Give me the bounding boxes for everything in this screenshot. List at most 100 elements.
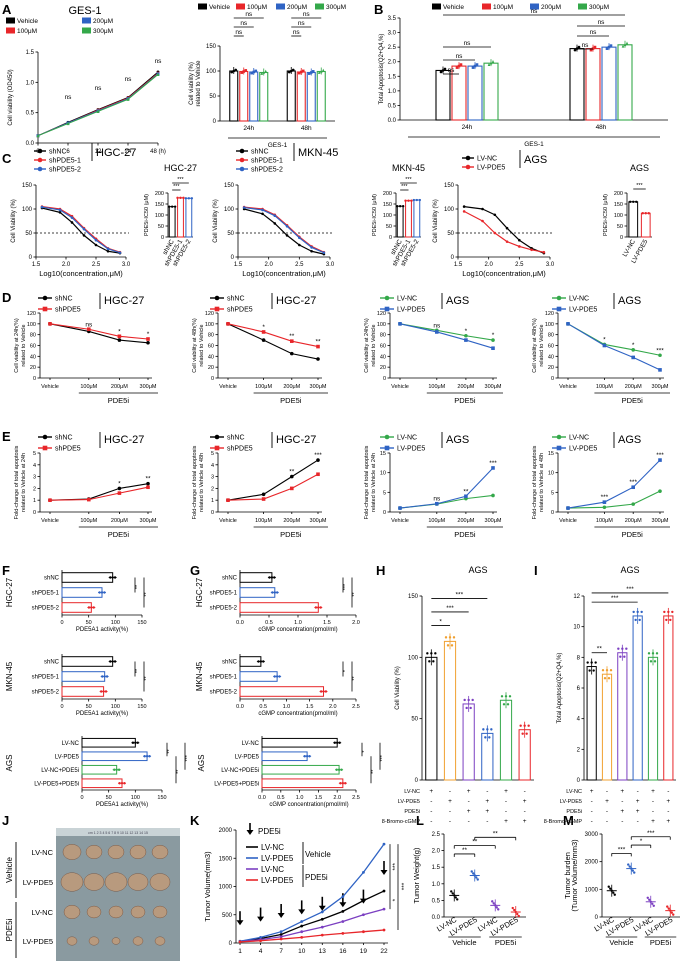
data-point — [320, 933, 324, 937]
data-point — [502, 703, 506, 706]
category-label: shNC — [44, 576, 60, 582]
x-tick-label: 300μM — [652, 518, 669, 524]
group-label: PDE5i — [495, 938, 517, 947]
x-tick-label: 300μM — [310, 518, 327, 524]
y-axis-title: Fold-change of total apoptosis — [532, 445, 538, 519]
x-axis: 0 50 100 150 PDE5A1 activity(%) — [60, 698, 147, 717]
y-tick-label: 100 — [444, 207, 455, 213]
matrix-cell: - — [591, 808, 593, 815]
data-point — [316, 472, 320, 477]
y-tick-label: 2 — [211, 486, 214, 492]
bar — [239, 587, 279, 598]
bar — [483, 59, 499, 121]
y-axis: 0.0 0.5 1.0 1.5 2.0 2.5 3.0 3.5 Total Apoptosis(… — [379, 16, 401, 124]
y-axis: 0 50 100 150 Cell Viability (%) — [213, 183, 239, 261]
bar-rect — [61, 572, 114, 583]
x-tick-label: 0 — [60, 620, 63, 626]
bar — [259, 68, 269, 122]
series-path — [37, 73, 159, 137]
y-tick-label: 15 — [380, 451, 386, 457]
cell-line-label: HGC-27 — [5, 577, 14, 607]
data-point — [628, 865, 631, 868]
series-line-1 — [48, 322, 150, 341]
significance-label: * — [118, 328, 121, 335]
data-point — [410, 199, 413, 202]
bar — [663, 607, 674, 781]
y-tick-label: 40 — [380, 354, 386, 360]
panel-letter: E — [2, 429, 11, 444]
group-label: PDE5i — [280, 396, 302, 405]
legend-label: LV-NC — [477, 156, 497, 163]
data-point — [530, 248, 533, 252]
row-label: LV-PDE5 — [23, 878, 53, 887]
data-point — [669, 618, 672, 622]
y-tick-label: 4 — [211, 463, 214, 469]
data-point — [113, 576, 117, 579]
y-axis: 0 50 100 150 Cell Viability (%) — [11, 183, 37, 261]
y-tick-label: 100 — [224, 207, 235, 213]
x-tick-label: 150 — [157, 795, 166, 801]
y-tick-label: 3 — [33, 475, 36, 481]
cell-line-label: AGS — [5, 755, 14, 772]
legend-item: shPDE5-1 — [34, 158, 81, 165]
data-point — [344, 782, 347, 785]
significance-label: *** — [636, 183, 643, 189]
data-point — [136, 741, 139, 744]
data-point — [146, 340, 150, 345]
cell-line-label: HGC-27 — [195, 577, 204, 607]
legend-label: shPDE5-1 — [251, 158, 283, 165]
bar — [412, 198, 422, 238]
data-point — [627, 863, 630, 866]
tumor — [149, 873, 171, 891]
legend-label: 300μM — [93, 28, 113, 35]
cell-line-label: AGS — [197, 755, 206, 772]
y-tick-label: 100 — [377, 322, 386, 328]
legend: Vehicle 100μM 200μM 300μM — [432, 3, 609, 11]
data-point — [464, 338, 468, 342]
series-line-1 — [566, 322, 662, 372]
y-tick-label: 1.5 — [432, 865, 441, 871]
x-tick-label: 100μM — [255, 384, 272, 390]
x-tick-label: 100μM — [596, 518, 613, 524]
y-tick-label: 1.0 — [388, 89, 397, 95]
bar — [61, 656, 117, 667]
legend-label: Vehicle — [17, 18, 38, 25]
bar-rect — [168, 206, 176, 238]
significance-label: * — [492, 332, 495, 339]
arrow-head — [318, 905, 326, 911]
legend: Vehicle 100μM 200μM 300μM — [6, 17, 113, 35]
data-point — [113, 660, 117, 663]
significance-label: ns — [303, 11, 311, 18]
matrix-cell: + — [485, 808, 489, 815]
data-point — [462, 210, 466, 213]
data-point — [303, 755, 306, 758]
y-axis: 0 50 100 150 200 PDE5i-IC50 (μM) — [603, 191, 628, 241]
significance-label: ** — [289, 469, 295, 476]
y-axis: 0 50 100 150 200 PDE5i-IC50 (μM) — [372, 191, 397, 241]
matrix-row-label: PDE5i — [404, 809, 420, 815]
x-tick-label: 0.0 — [236, 620, 244, 626]
chart-title: GES-1 — [68, 5, 101, 17]
x-tick-label: 48 (h) — [150, 149, 166, 155]
significance-bracket: *** — [591, 586, 669, 594]
data-point — [48, 498, 52, 502]
data-point — [401, 205, 405, 208]
data-point — [516, 912, 519, 916]
data-point — [435, 330, 439, 334]
legend-marker — [42, 445, 48, 451]
bar-rect — [229, 70, 239, 122]
y-tick-label: 20 — [30, 365, 36, 371]
group-label: PDE5i — [650, 938, 672, 947]
y-tick-label: 0 — [577, 778, 581, 784]
significance-bracket: * — [361, 742, 368, 757]
y-axis: 0 1 2 3 4 5 — [211, 451, 219, 516]
y-tick-label: 2.5 — [388, 45, 397, 51]
significance-label: ns — [235, 29, 243, 36]
matrix-cell: - — [606, 788, 608, 795]
data-point — [270, 576, 274, 579]
data-point — [287, 70, 291, 74]
y-tick-label: 200 — [155, 191, 164, 197]
bar-rect — [239, 587, 276, 598]
significance-bracket: ** — [453, 847, 476, 857]
data-point — [491, 59, 495, 63]
